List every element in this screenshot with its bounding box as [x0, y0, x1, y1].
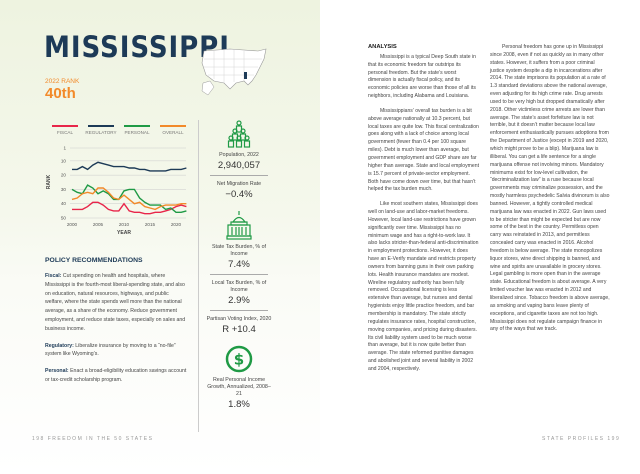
local-tax-value: 2.9%	[228, 295, 250, 306]
pvi-label: Partisan Voting Index, 2020	[206, 316, 272, 322]
column-divider	[198, 120, 199, 432]
x-axis-label: YEAR	[117, 230, 131, 236]
right-page: ANALYSIS Mississippi is a typical Deep S…	[320, 0, 640, 474]
paragraph: Personal freedom has gone up in Mississi…	[490, 44, 610, 333]
y-tick-label: 50	[61, 216, 67, 221]
dollar-circle-icon: $	[225, 345, 253, 373]
legend-label: OVERALL	[162, 130, 184, 135]
paragraph: Mississippians’ overall tax burden is a …	[368, 107, 480, 193]
analysis-heading: ANALYSIS	[368, 44, 397, 50]
legend-label: FISCAL	[57, 130, 74, 135]
state-title: MISSISSIPPI	[44, 30, 230, 64]
policy-fiscal: Fiscal: Cut spending on health and hospi…	[45, 273, 186, 332]
x-tick-label: 2010	[119, 222, 130, 227]
y-tick-label: 40	[61, 201, 67, 206]
stats-column: Population, 2022 2,940,057 Net Migration…	[205, 120, 273, 414]
svg-text:$: $	[234, 351, 244, 369]
left-footer: 198 FREEDOM IN THE 50 STATES	[32, 436, 154, 442]
policy-regulatory: Regulatory: Liberalize insurance by movi…	[45, 342, 176, 358]
local-tax-label: Local Tax Burden, % of Income	[211, 280, 267, 293]
capitol-building-icon	[226, 211, 252, 240]
analysis-column-2: Personal freedom has gone up in Mississi…	[490, 44, 610, 341]
series-line-overall	[71, 187, 187, 211]
paragraph: Like most southern states, Mississippi d…	[368, 201, 479, 372]
rank-line-chart: FISCAL REGULATORY PERSONAL OVERALL 1 10 20 30 40…	[46, 125, 187, 236]
paragraph: Mississippi is a typical Deep South stat…	[368, 53, 476, 100]
x-tick-label: 2015	[145, 222, 156, 227]
series-line-fiscal	[72, 201, 187, 215]
population-value: 2,940,057	[217, 160, 261, 171]
people-pyramid-icon	[227, 120, 251, 148]
migration-label: Net Migration Rate	[216, 181, 262, 187]
y-tick-label: 20	[61, 173, 67, 178]
income-growth-value: 1.8%	[228, 399, 250, 410]
series-line-personal	[71, 184, 187, 213]
y-tick-label: 1	[63, 146, 66, 151]
migration-value: −0.4%	[225, 189, 253, 200]
y-tick-label: 30	[61, 187, 67, 192]
legend-label: REGULATORY	[85, 130, 116, 135]
policy-heading: POLICY RECOMMENDATIONS	[45, 257, 143, 264]
y-tick-label: 10	[61, 158, 67, 163]
pvi-value: R +10.4	[222, 324, 256, 335]
x-tick-label: 2005	[93, 222, 104, 227]
rank-value: 40th	[45, 85, 76, 102]
legend-label: PERSONAL	[124, 130, 149, 135]
x-tick-label: 2020	[171, 222, 182, 227]
y-axis-label: RANK	[46, 174, 52, 189]
x-tick-label: 2000	[67, 222, 78, 227]
series-line-regulatory	[72, 161, 187, 172]
state-tax-label: State Tax Burden, % of Income	[211, 244, 267, 257]
left-page: MISSISSIPPI 2022 RANK 40th FISCAL REGULAT…	[0, 0, 320, 474]
policy-personal: Personal: Enact a broad-eligibility educ…	[45, 368, 187, 383]
state-tax-value: 7.4%	[228, 259, 250, 270]
population-label: Population, 2022	[219, 152, 259, 158]
rank-label: 2022 RANK	[45, 78, 80, 85]
analysis-column-1: ANALYSIS Mississippi is a typical Deep S…	[368, 44, 480, 381]
policy-recommendations: POLICY RECOMMENDATIONS Fiscal: Cut spend…	[45, 257, 187, 393]
us-map-icon	[201, 48, 267, 96]
right-footer: STATE PROFILES 199	[542, 436, 621, 442]
income-growth-label: Real Personal Income Growth, Annualized,…	[207, 377, 271, 397]
